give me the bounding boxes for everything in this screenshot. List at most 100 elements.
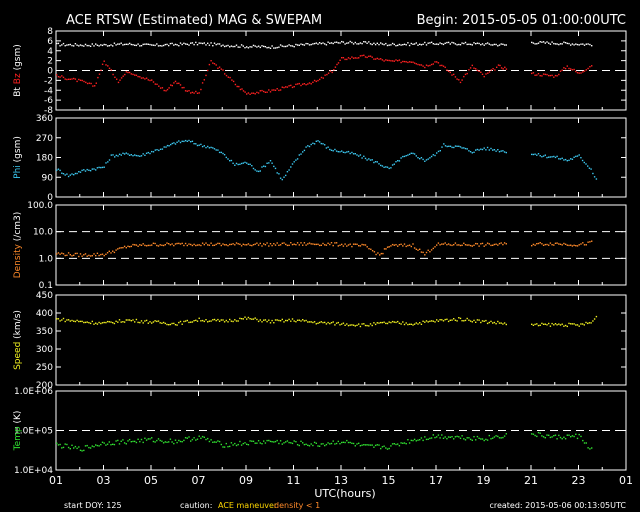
data-point <box>334 242 336 244</box>
data-point <box>352 442 355 445</box>
data-point <box>74 320 77 323</box>
data-point <box>566 434 568 436</box>
data-point <box>405 44 407 46</box>
data-point <box>298 154 300 156</box>
data-point <box>89 447 92 449</box>
data-point <box>413 247 416 249</box>
data-point <box>288 244 290 246</box>
data-point <box>503 151 506 153</box>
data-point <box>290 166 292 168</box>
data-point <box>66 44 68 46</box>
data-point <box>176 441 178 444</box>
data-point <box>307 145 309 147</box>
data-point <box>223 321 226 323</box>
data-point <box>320 42 322 45</box>
data-point <box>327 242 329 244</box>
data-point <box>112 322 114 324</box>
data-point <box>240 44 243 46</box>
data-point <box>563 67 565 69</box>
data-point <box>419 43 421 45</box>
data-point <box>454 319 457 321</box>
data-point <box>469 438 472 441</box>
data-point <box>227 158 229 160</box>
data-point <box>181 441 183 443</box>
data-point <box>230 45 233 47</box>
data-point <box>112 154 114 156</box>
data-point <box>105 253 107 255</box>
data-point <box>195 41 197 44</box>
data-point <box>532 72 535 74</box>
data-point <box>300 440 302 442</box>
data-point <box>213 244 216 246</box>
data-point <box>558 73 560 76</box>
data-point <box>468 150 470 152</box>
data-point <box>322 443 324 445</box>
data-point <box>413 62 416 64</box>
data-point <box>410 439 412 442</box>
data-point <box>434 436 436 439</box>
data-point <box>140 77 143 79</box>
data-point <box>62 446 65 449</box>
data-point <box>293 46 295 48</box>
data-point <box>442 437 445 439</box>
data-point <box>339 42 341 44</box>
data-point <box>395 443 397 446</box>
data-point <box>542 436 545 438</box>
data-point <box>274 47 277 49</box>
data-point <box>232 320 234 323</box>
data-point <box>149 79 151 82</box>
data-point <box>220 45 222 47</box>
data-point <box>446 438 448 440</box>
data-point <box>191 140 194 142</box>
data-point <box>252 440 255 442</box>
data-point <box>531 323 533 325</box>
data-point <box>453 146 455 149</box>
data-point <box>268 439 270 442</box>
data-point <box>300 320 302 322</box>
data-point <box>531 72 533 75</box>
data-point <box>466 244 468 246</box>
data-point <box>103 321 105 324</box>
data-point <box>369 55 372 57</box>
data-point <box>110 69 112 71</box>
data-point <box>427 158 429 160</box>
data-point <box>257 244 260 246</box>
data-point <box>495 150 497 152</box>
data-point <box>356 324 358 326</box>
data-point <box>539 324 541 326</box>
data-point <box>341 243 343 246</box>
data-point <box>166 88 169 91</box>
data-point <box>315 323 317 325</box>
data-point <box>420 157 423 159</box>
data-point <box>135 318 138 321</box>
data-point <box>425 159 428 161</box>
data-point <box>541 322 543 325</box>
data-point <box>261 245 263 247</box>
data-point <box>57 444 60 446</box>
data-point <box>291 318 294 320</box>
data-point <box>212 62 214 64</box>
data-point <box>151 150 153 153</box>
data-point <box>235 320 238 322</box>
data-point <box>391 320 394 323</box>
data-point <box>429 320 431 322</box>
data-point <box>339 59 341 61</box>
data-point <box>410 61 412 63</box>
data-point <box>113 42 116 44</box>
data-point <box>318 321 321 324</box>
data-point <box>191 438 194 441</box>
data-point <box>456 145 458 147</box>
data-point <box>318 244 321 247</box>
data-point <box>434 154 436 157</box>
data-point <box>320 142 322 145</box>
data-point <box>585 321 587 324</box>
data-point <box>571 435 574 437</box>
data-point <box>381 43 384 45</box>
data-point <box>220 244 222 247</box>
data-point <box>101 44 104 47</box>
data-point <box>200 437 202 439</box>
data-point <box>422 43 424 45</box>
data-point <box>471 439 473 441</box>
data-point <box>165 146 167 148</box>
data-point <box>108 321 110 323</box>
